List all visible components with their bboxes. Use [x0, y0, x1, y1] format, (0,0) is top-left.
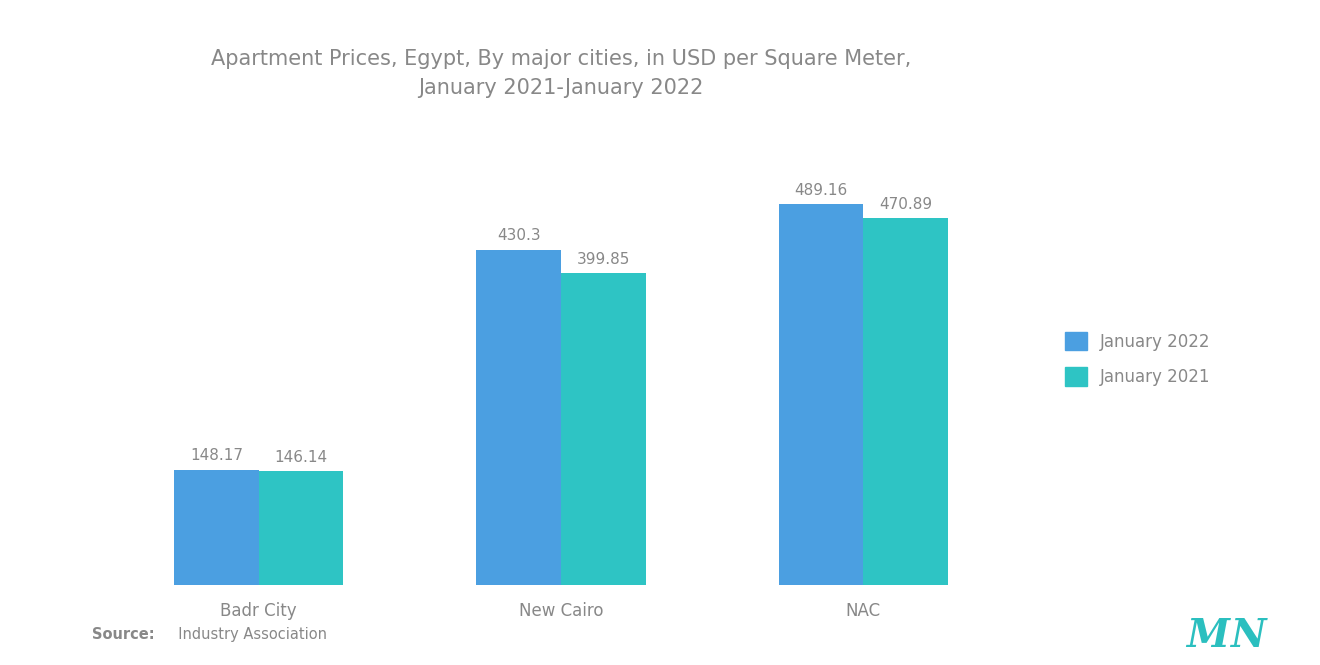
Text: Μ: Μ — [1187, 617, 1229, 655]
Bar — [174, 469, 259, 585]
Bar — [259, 471, 343, 585]
Bar — [779, 204, 863, 585]
Text: 430.3: 430.3 — [496, 229, 540, 243]
Text: Source:: Source: — [92, 626, 154, 642]
Legend: January 2022, January 2021: January 2022, January 2021 — [1057, 324, 1218, 394]
Text: Industry Association: Industry Association — [169, 626, 327, 642]
Text: 470.89: 470.89 — [879, 197, 932, 212]
Text: 489.16: 489.16 — [795, 183, 847, 198]
Text: Ν: Ν — [1230, 617, 1265, 655]
Text: 146.14: 146.14 — [275, 450, 327, 465]
Text: 399.85: 399.85 — [577, 252, 630, 267]
Text: 148.17: 148.17 — [190, 448, 243, 464]
Bar — [477, 250, 561, 585]
Bar — [561, 273, 645, 585]
Bar — [863, 218, 948, 585]
Title: Apartment Prices, Egypt, By major cities, in USD per Square Meter,
January 2021-: Apartment Prices, Egypt, By major cities… — [211, 49, 911, 98]
